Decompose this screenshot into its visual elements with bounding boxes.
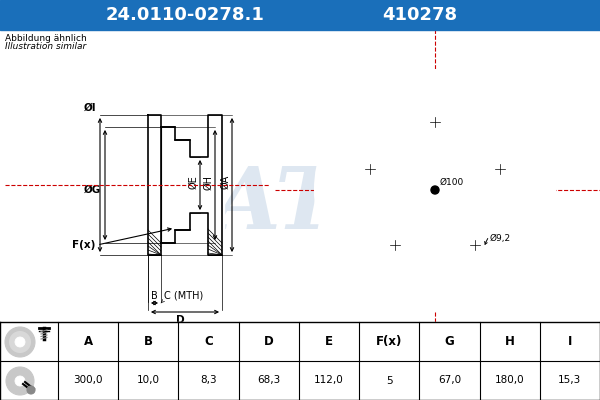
Text: G: G [445,335,454,348]
Text: C: C [204,335,213,348]
Text: D: D [264,335,274,348]
Text: 300,0: 300,0 [73,376,103,386]
Text: 68,3: 68,3 [257,376,280,386]
Text: 5: 5 [386,376,392,386]
Circle shape [335,90,535,290]
Circle shape [353,108,517,272]
Text: 15,3: 15,3 [558,376,581,386]
Bar [0,0,600,30]
Text: 67,0: 67,0 [438,376,461,386]
Text: ØE: ØE [188,175,198,189]
Text: Ø100: Ø100 [440,178,464,186]
Text: 8,3: 8,3 [200,376,217,386]
Text: C (MTH): C (MTH) [164,291,203,301]
Polygon shape [148,115,222,255]
Bar [0,322,600,400]
Text: 10,0: 10,0 [137,376,160,386]
Circle shape [496,165,503,173]
Text: ØG: ØG [84,185,101,195]
Text: 24.0110-0278.1: 24.0110-0278.1 [106,6,265,24]
Text: F(x): F(x) [71,240,95,250]
Text: 180,0: 180,0 [495,376,524,386]
Text: Illustration similar: Illustration similar [5,42,86,51]
Text: E: E [325,335,333,348]
Text: B: B [144,335,153,348]
Text: 410278: 410278 [382,6,458,24]
Circle shape [383,138,487,242]
Circle shape [431,118,439,126]
Text: ØH: ØH [203,174,213,190]
Circle shape [367,165,374,173]
Circle shape [471,241,479,249]
Circle shape [386,236,404,254]
Circle shape [27,386,35,394]
Circle shape [391,241,399,249]
Text: ØI: ØI [83,103,96,113]
Circle shape [5,327,35,357]
Bar [0,30,600,322]
Circle shape [491,160,509,178]
Text: ®: ® [325,228,336,238]
Circle shape [9,331,31,353]
Circle shape [15,376,25,386]
Circle shape [6,367,34,395]
Text: ATE: ATE [214,163,406,247]
Circle shape [361,160,379,178]
Text: Ø9,2: Ø9,2 [490,234,511,242]
Text: 112,0: 112,0 [314,376,344,386]
Circle shape [315,70,555,310]
Bar [146,113,224,257]
Text: F(x): F(x) [376,335,403,348]
Text: B: B [151,291,158,301]
Circle shape [15,337,25,347]
Text: I: I [568,335,572,348]
Text: A: A [83,335,92,348]
Text: H: H [505,335,515,348]
Circle shape [466,236,484,254]
Text: D: D [176,315,184,325]
Circle shape [426,113,444,131]
Text: ØA: ØA [220,175,230,189]
Circle shape [431,186,439,194]
Text: Abbildung ähnlich: Abbildung ähnlich [5,34,87,43]
